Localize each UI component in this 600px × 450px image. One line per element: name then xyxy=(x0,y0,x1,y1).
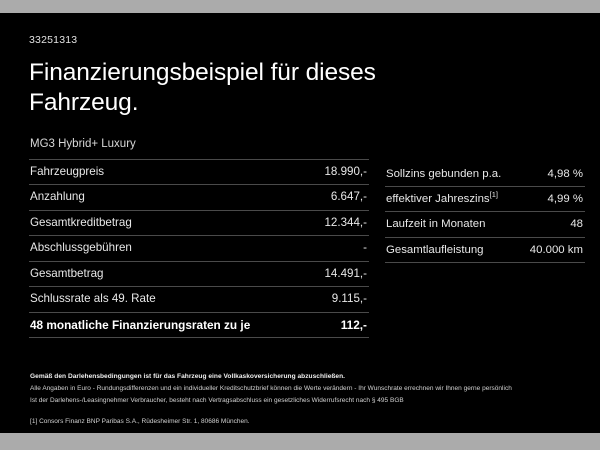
terms-table: Sollzins gebunden p.a. 4,98 % effektiver… xyxy=(385,138,585,263)
fineprint-insurance-notice: Gemäß den Darlehensbedingungen ist für d… xyxy=(30,373,346,381)
row-label: Sollzins gebunden p.a. xyxy=(386,167,502,180)
table-row: effektiver Jahreszins[1] 4,99 % xyxy=(385,187,585,213)
row-value: 4,98 % xyxy=(547,167,583,180)
row-label: effektiver Jahreszins[1] xyxy=(386,190,498,206)
monthly-rate-label: 48 monatliche Finanzierungsraten zu je xyxy=(30,317,251,332)
fineprint-block: Gemäß den Darlehensbedingungen ist für d… xyxy=(29,371,578,428)
row-label: Abschlussgebühren xyxy=(30,241,132,255)
footnote-marker: [1] xyxy=(489,190,498,200)
table-row: Abschlussgebühren - xyxy=(29,236,369,262)
fineprint-line-1: Alle Angaben in Euro - Rundungsdifferenz… xyxy=(30,385,512,393)
table-row: Gesamtbetrag 14.491,- xyxy=(29,262,369,288)
table-row: Laufzeit in Monaten 48 xyxy=(385,212,585,238)
row-label-text: effektiver Jahreszins xyxy=(386,193,490,206)
row-value: 4,99 % xyxy=(547,193,583,206)
page-title: Finanzierungsbeispiel für dieses Fahrzeu… xyxy=(29,58,376,116)
row-value: 18.990,- xyxy=(324,164,367,178)
table-row: Gesamtkreditbetrag 12.344,- xyxy=(29,211,369,237)
row-value: 6.647,- xyxy=(330,190,367,204)
row-value: 14.491,- xyxy=(324,266,367,280)
table-row: Schlussrate als 49. Rate 9.115,- xyxy=(29,287,369,313)
row-label: Schlussrate als 49. Rate xyxy=(30,292,156,306)
letterbox-bottom-bar xyxy=(0,433,600,450)
finance-table: MG3 Hybrid+ Luxury Fahrzeugpreis 18.990,… xyxy=(29,138,369,339)
vehicle-model-label: MG3 Hybrid+ Luxury xyxy=(29,138,369,160)
slide-content: 33251313 Finanzierungsbeispiel für diese… xyxy=(0,13,600,433)
row-value: 40.000 km xyxy=(529,243,583,256)
row-label: Anzahlung xyxy=(30,190,85,204)
table-row: Anzahlung 6.647,- xyxy=(29,185,369,211)
table-row: Sollzins gebunden p.a. 4,98 % xyxy=(385,162,585,188)
row-value: 9.115,- xyxy=(331,292,367,306)
row-label: Gesamtbetrag xyxy=(30,266,104,280)
fineprint-footnote: [1] Consors Finanz BNP Paribas S.A., Rüd… xyxy=(30,418,250,426)
table-row: Gesamtlaufleistung 40.000 km xyxy=(385,238,585,263)
row-value: - xyxy=(363,241,367,255)
document-id: 33251313 xyxy=(29,34,78,46)
row-value: 48 xyxy=(570,218,583,231)
row-value: 12.344,- xyxy=(324,215,367,229)
fineprint-line-2: Ist der Darlehens-/Leasingnehmer Verbrau… xyxy=(30,397,404,405)
row-label: Gesamtlaufleistung xyxy=(386,243,484,256)
letterbox-top-bar xyxy=(0,0,600,13)
row-label: Laufzeit in Monaten xyxy=(386,218,486,231)
monthly-rate-row: 48 monatliche Finanzierungsraten zu je 1… xyxy=(29,313,369,339)
tables-container: MG3 Hybrid+ Luxury Fahrzeugpreis 18.990,… xyxy=(29,138,585,339)
row-label: Gesamtkreditbetrag xyxy=(30,215,132,229)
row-label: Fahrzeugpreis xyxy=(30,164,105,178)
table-row: Fahrzeugpreis 18.990,- xyxy=(29,160,369,186)
monthly-rate-value: 112,- xyxy=(340,317,367,332)
